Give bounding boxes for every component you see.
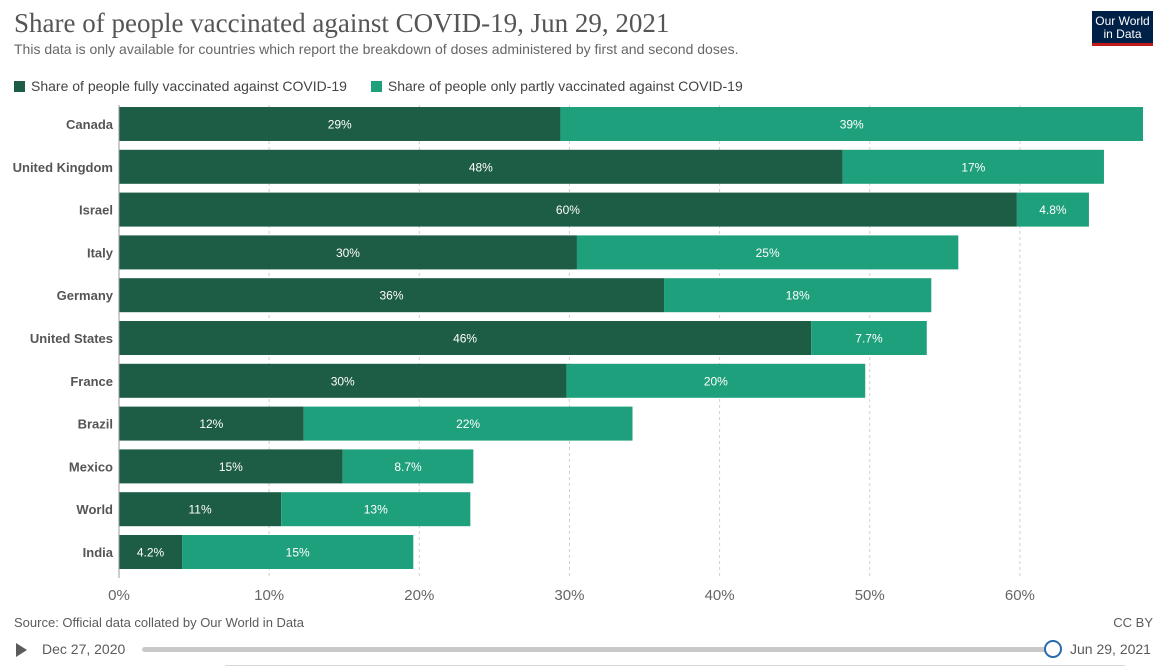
bar-partly-united-kingdom (842, 149, 1104, 184)
x-tick-label: 20% (404, 587, 434, 604)
data-label: 11% (189, 503, 212, 517)
bar-fully-germany (119, 278, 665, 313)
chart-title: Share of people vaccinated against COVID… (14, 8, 670, 38)
bar-partly-brazil (303, 406, 633, 441)
timeline-track[interactable] (142, 647, 1052, 652)
timeline-handle[interactable] (1044, 640, 1062, 658)
bar-partly-mexico (342, 449, 474, 484)
bar-fully-italy (119, 235, 577, 270)
data-label: 39% (840, 118, 864, 132)
bar-fully-mexico (119, 449, 343, 484)
bar-fully-israel (119, 192, 1017, 227)
bar-fully-world (119, 492, 282, 527)
legend: Share of people fully vaccinated against… (14, 77, 763, 94)
data-label: 48% (469, 160, 493, 174)
bar-partly-united-states (811, 321, 927, 355)
bar-fully-canada (119, 107, 561, 141)
logo-line-2: in Data (1103, 27, 1142, 41)
logo-line-1: Our World (1095, 14, 1150, 28)
category-label-italy: Italy (87, 245, 114, 260)
category-label-canada: Canada (66, 117, 114, 132)
bar-partly-germany (664, 278, 932, 313)
legend-swatch-fully (14, 81, 25, 93)
data-label: 22% (456, 417, 480, 431)
data-label: 17% (961, 160, 985, 174)
data-label: 30% (331, 374, 355, 388)
data-label: 4.2% (137, 546, 165, 560)
category-label-united-states: United States (30, 331, 113, 346)
x-tick-label: 40% (705, 587, 735, 604)
bar-fully-brazil (119, 406, 304, 441)
category-label-world: World (76, 502, 113, 517)
timeline-end-date: Jun 29, 2021 (1070, 641, 1151, 657)
legend-label-fully: Share of people fully vaccinated against… (31, 78, 347, 95)
bar-partly-world (281, 492, 471, 527)
timeline-start-date: Dec 27, 2020 (42, 641, 126, 657)
data-label: 30% (336, 246, 360, 260)
bar-partly-israel (1016, 192, 1089, 227)
data-label: 25% (756, 246, 780, 260)
timeline: Dec 27, 2020 Jun 29, 2021 (0, 636, 1165, 670)
bar-fully-india (119, 535, 183, 569)
legend-swatch-partly (370, 81, 382, 93)
bar-partly-canada (560, 107, 1143, 141)
data-label: 20% (704, 374, 728, 388)
category-label-brazil: Brazil (78, 417, 113, 432)
data-label: 4.8% (1039, 203, 1067, 217)
data-label: 18% (786, 289, 810, 303)
category-label-israel: Israel (79, 203, 113, 218)
data-label: 15% (286, 546, 310, 560)
data-label: 7.7% (855, 332, 883, 346)
data-label: 36% (380, 289, 404, 303)
data-label: 29% (328, 118, 352, 132)
x-tick-label: 60% (1005, 587, 1035, 604)
bar-fully-united-kingdom (119, 149, 843, 184)
bar-partly-france (566, 363, 866, 398)
legend-item-partly[interactable]: Share of people only partly vaccinated a… (370, 78, 743, 95)
data-label: 60% (556, 203, 580, 217)
license-link[interactable]: CC BY (1113, 615, 1153, 630)
data-label: 15% (219, 460, 243, 474)
legend-label-partly: Share of people only partly vaccinated a… (387, 78, 743, 95)
data-label: 13% (364, 503, 388, 517)
owid-logo[interactable]: Our World in Data (1092, 11, 1153, 46)
x-tick-label: 50% (855, 587, 885, 604)
category-label-united-kingdom: United Kingdom (13, 160, 113, 175)
legend-item-fully[interactable]: Share of people fully vaccinated against… (14, 78, 347, 94)
chart-subtitle: This data is only available for countrie… (14, 41, 739, 57)
x-tick-label: 0% (108, 587, 130, 604)
divider (225, 665, 1125, 666)
category-label-france: France (70, 374, 113, 389)
data-label: 12% (199, 417, 223, 431)
x-tick-label: 10% (254, 587, 284, 604)
bar-partly-india (182, 535, 414, 569)
x-tick-label: 30% (554, 587, 584, 604)
category-label-india: India (83, 545, 114, 560)
data-label: 8.7% (394, 460, 422, 474)
bar-chart: 0% 10% 20% 30% 40% 50% 60% Canada 29% 39% United K… (13, 105, 1143, 604)
bar-fully-france (119, 363, 567, 398)
category-label-germany: Germany (57, 288, 114, 303)
bar-fully-united-states (119, 321, 812, 355)
bar-partly-italy (576, 235, 959, 270)
play-icon[interactable] (16, 643, 27, 657)
category-label-mexico: Mexico (69, 459, 113, 474)
source-note[interactable]: Source: Official data collated by Our Wo… (14, 615, 304, 630)
data-label: 46% (453, 332, 477, 346)
